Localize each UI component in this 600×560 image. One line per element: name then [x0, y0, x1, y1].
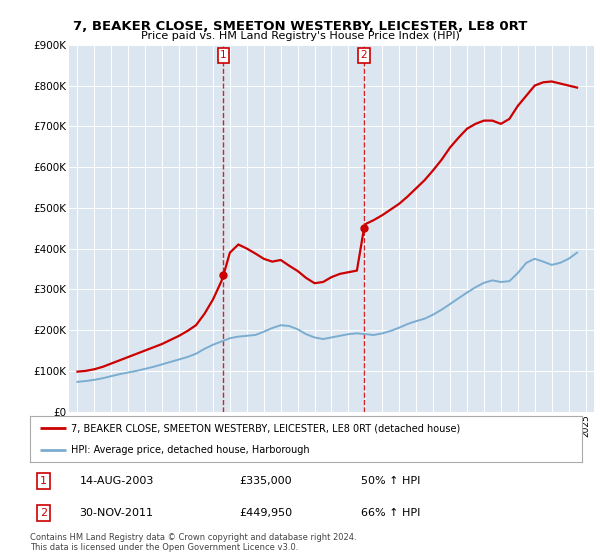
- Text: 50% ↑ HPI: 50% ↑ HPI: [361, 476, 421, 486]
- Text: 30-NOV-2011: 30-NOV-2011: [80, 508, 154, 518]
- Text: 1: 1: [40, 476, 47, 486]
- Text: 14-AUG-2003: 14-AUG-2003: [80, 476, 154, 486]
- Text: Price paid vs. HM Land Registry's House Price Index (HPI): Price paid vs. HM Land Registry's House …: [140, 31, 460, 41]
- Text: 66% ↑ HPI: 66% ↑ HPI: [361, 508, 421, 518]
- Text: HPI: Average price, detached house, Harborough: HPI: Average price, detached house, Harb…: [71, 445, 310, 455]
- Text: 7, BEAKER CLOSE, SMEETON WESTERBY, LEICESTER, LE8 0RT (detached house): 7, BEAKER CLOSE, SMEETON WESTERBY, LEICE…: [71, 423, 461, 433]
- Text: 1: 1: [220, 50, 227, 60]
- Text: £335,000: £335,000: [240, 476, 292, 486]
- Text: This data is licensed under the Open Government Licence v3.0.: This data is licensed under the Open Gov…: [30, 543, 298, 552]
- Text: Contains HM Land Registry data © Crown copyright and database right 2024.: Contains HM Land Registry data © Crown c…: [30, 533, 356, 542]
- Text: £449,950: £449,950: [240, 508, 293, 518]
- Text: 2: 2: [40, 508, 47, 518]
- Text: 7, BEAKER CLOSE, SMEETON WESTERBY, LEICESTER, LE8 0RT: 7, BEAKER CLOSE, SMEETON WESTERBY, LEICE…: [73, 20, 527, 32]
- Text: 2: 2: [361, 50, 367, 60]
